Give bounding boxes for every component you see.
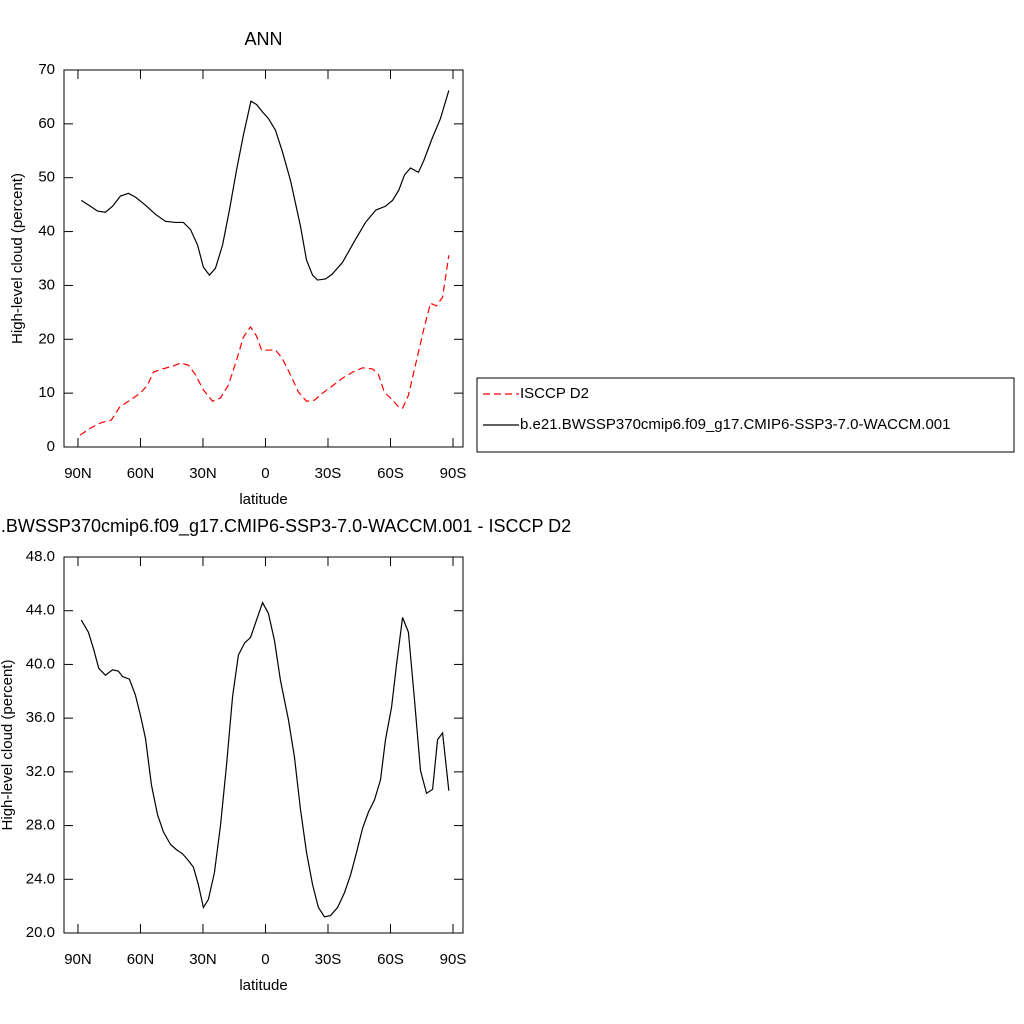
y-tick-label: 44.0 <box>26 602 55 619</box>
y-tick-label: 32.0 <box>26 763 55 780</box>
chart-title: ANN <box>244 29 282 49</box>
x-tick-label: 90S <box>440 465 467 482</box>
x-tick-label: 60N <box>127 951 155 968</box>
x-tick-label: 30N <box>189 465 217 482</box>
x-tick-label: 90N <box>64 951 92 968</box>
x-tick-label: 60S <box>377 951 404 968</box>
y-tick-label: 48.0 <box>26 548 55 565</box>
y-tick-label: 28.0 <box>26 817 55 834</box>
y-tick-label: 24.0 <box>26 870 55 887</box>
data-line <box>79 255 450 436</box>
legend-label: ISCCP D2 <box>520 385 589 402</box>
x-tick-label: 90S <box>440 951 467 968</box>
chart-title: b.e21.BWSSP370cmip6.f09_g17.CMIP6-SSP3-7… <box>0 516 571 537</box>
x-tick-label: 60N <box>127 465 155 482</box>
plot-frame <box>63 69 464 448</box>
y-tick-label: 0 <box>47 438 55 455</box>
x-tick-label: 60S <box>377 465 404 482</box>
x-tick-label: 0 <box>261 465 269 482</box>
x-tick-label: 30S <box>315 951 342 968</box>
x-axis-label: latitude <box>239 977 287 994</box>
y-tick-label: 50 <box>38 169 55 186</box>
x-tick-label: 90N <box>64 465 92 482</box>
x-tick-label: 30S <box>315 465 342 482</box>
x-tick-label: 30N <box>189 951 217 968</box>
y-tick-label: 30 <box>38 276 55 293</box>
y-axis-label: High-level cloud (percent) <box>9 173 26 344</box>
data-line <box>80 601 450 918</box>
y-tick-label: 60 <box>38 115 55 132</box>
y-tick-label: 40 <box>38 223 55 240</box>
y-tick-label: 36.0 <box>26 709 55 726</box>
legend-box <box>476 377 1015 453</box>
y-tick-label: 70 <box>38 61 55 78</box>
data-line <box>80 90 450 281</box>
y-axis-label: High-level cloud (percent) <box>0 660 16 831</box>
plot-frame <box>63 556 464 934</box>
y-tick-label: 20.0 <box>26 924 55 941</box>
y-tick-label: 20 <box>38 330 55 347</box>
legend-label: b.e21.BWSSP370cmip6.f09_g17.CMIP6-SSP3-7… <box>520 416 950 433</box>
x-axis-label: latitude <box>239 491 287 508</box>
y-tick-label: 10 <box>38 384 55 401</box>
x-tick-label: 0 <box>261 951 269 968</box>
y-tick-label: 40.0 <box>26 655 55 672</box>
